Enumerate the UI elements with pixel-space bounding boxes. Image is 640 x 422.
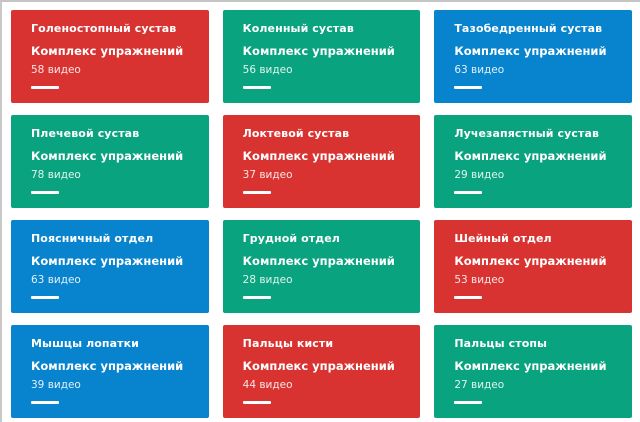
card-subtitle: Комплекс упражнений bbox=[31, 359, 184, 373]
card-title: Шейный отдел bbox=[454, 232, 552, 245]
card-title: Пальцы стопы bbox=[454, 337, 548, 350]
card-underline bbox=[454, 401, 483, 404]
card-subtitle: Комплекс упражнений bbox=[31, 149, 184, 163]
card-subtitle: Комплекс упражнений bbox=[242, 149, 395, 163]
card-underline bbox=[242, 401, 271, 404]
card-video-count: 53 видео bbox=[454, 274, 505, 286]
card-foot-fingers[interactable]: Пальцы стопы Комплекс упражнений 27 виде… bbox=[434, 325, 632, 418]
card-subtitle: Комплекс упражнений bbox=[242, 44, 395, 58]
card-subtitle: Комплекс упражнений bbox=[242, 254, 395, 268]
card-title: Локтевой сустав bbox=[242, 127, 350, 140]
card-video-count: 56 видео bbox=[242, 64, 293, 76]
card-hip-joint[interactable]: Тазобедренный сустав Комплекс упражнений… bbox=[434, 10, 632, 103]
card-title: Коленный сустав bbox=[242, 22, 354, 35]
card-video-count: 44 видео bbox=[242, 379, 293, 391]
card-scapula-muscles[interactable]: Мышцы лопатки Комплекс упражнений 39 вид… bbox=[11, 325, 209, 418]
card-video-count: 37 видео bbox=[242, 169, 293, 181]
card-title: Мышцы лопатки bbox=[31, 337, 139, 350]
card-video-count: 63 видео bbox=[31, 274, 81, 286]
card-shoulder-joint[interactable]: Плечевой сустав Комплекс упражнений 78 в… bbox=[11, 115, 209, 208]
card-title: Тазобедренный сустав bbox=[454, 22, 603, 35]
card-underline bbox=[454, 191, 483, 194]
card-underline bbox=[242, 191, 271, 194]
card-ankle-joint[interactable]: Голеностопный сустав Комплекс упражнений… bbox=[11, 10, 209, 103]
card-subtitle: Комплекс упражнений bbox=[31, 254, 184, 268]
card-video-count: 78 видео bbox=[31, 169, 81, 181]
card-title: Поясничный отдел bbox=[31, 232, 154, 245]
card-video-count: 29 видео bbox=[454, 169, 505, 181]
card-subtitle: Комплекс упражнений bbox=[454, 254, 607, 268]
card-elbow-joint[interactable]: Локтевой сустав Комплекс упражнений 37 в… bbox=[222, 115, 421, 208]
card-video-count: 27 видео bbox=[454, 379, 505, 391]
card-wrist-joint[interactable]: Лучезапястный сустав Комплекс упражнений… bbox=[434, 115, 632, 208]
card-subtitle: Комплекс упражнений bbox=[31, 44, 184, 58]
card-video-count: 28 видео bbox=[242, 274, 293, 286]
card-knee-joint[interactable]: Коленный сустав Комплекс упражнений 56 в… bbox=[222, 10, 421, 103]
card-underline bbox=[31, 296, 59, 299]
card-title: Лучезапястный сустав bbox=[454, 127, 600, 140]
card-title: Грудной отдел bbox=[242, 232, 340, 245]
card-title: Плечевой сустав bbox=[31, 127, 140, 140]
card-underline bbox=[454, 86, 483, 89]
card-video-count: 39 видео bbox=[31, 379, 81, 391]
card-hand-fingers[interactable]: Пальцы кисти Комплекс упражнений 44 виде… bbox=[222, 325, 421, 418]
card-subtitle: Комплекс упражнений bbox=[242, 359, 395, 373]
card-video-count: 58 видео bbox=[31, 64, 81, 76]
card-subtitle: Комплекс упражнений bbox=[454, 44, 607, 58]
card-subtitle: Комплекс упражнений bbox=[454, 359, 607, 373]
card-title: Голеностопный сустав bbox=[31, 22, 177, 35]
card-underline bbox=[31, 191, 59, 194]
card-lumbar-region[interactable]: Поясничный отдел Комплекс упражнений 63 … bbox=[11, 220, 209, 313]
card-thoracic-region[interactable]: Грудной отдел Комплекс упражнений 28 вид… bbox=[222, 220, 421, 313]
card-subtitle: Комплекс упражнений bbox=[454, 149, 607, 163]
card-video-count: 63 видео bbox=[454, 64, 505, 76]
card-title: Пальцы кисти bbox=[242, 337, 334, 350]
card-underline bbox=[31, 86, 59, 89]
card-underline bbox=[242, 296, 271, 299]
card-underline bbox=[31, 401, 59, 404]
card-underline bbox=[242, 86, 271, 89]
card-cervical-region[interactable]: Шейный отдел Комплекс упражнений 53 виде… bbox=[434, 220, 632, 313]
card-underline bbox=[454, 296, 483, 299]
